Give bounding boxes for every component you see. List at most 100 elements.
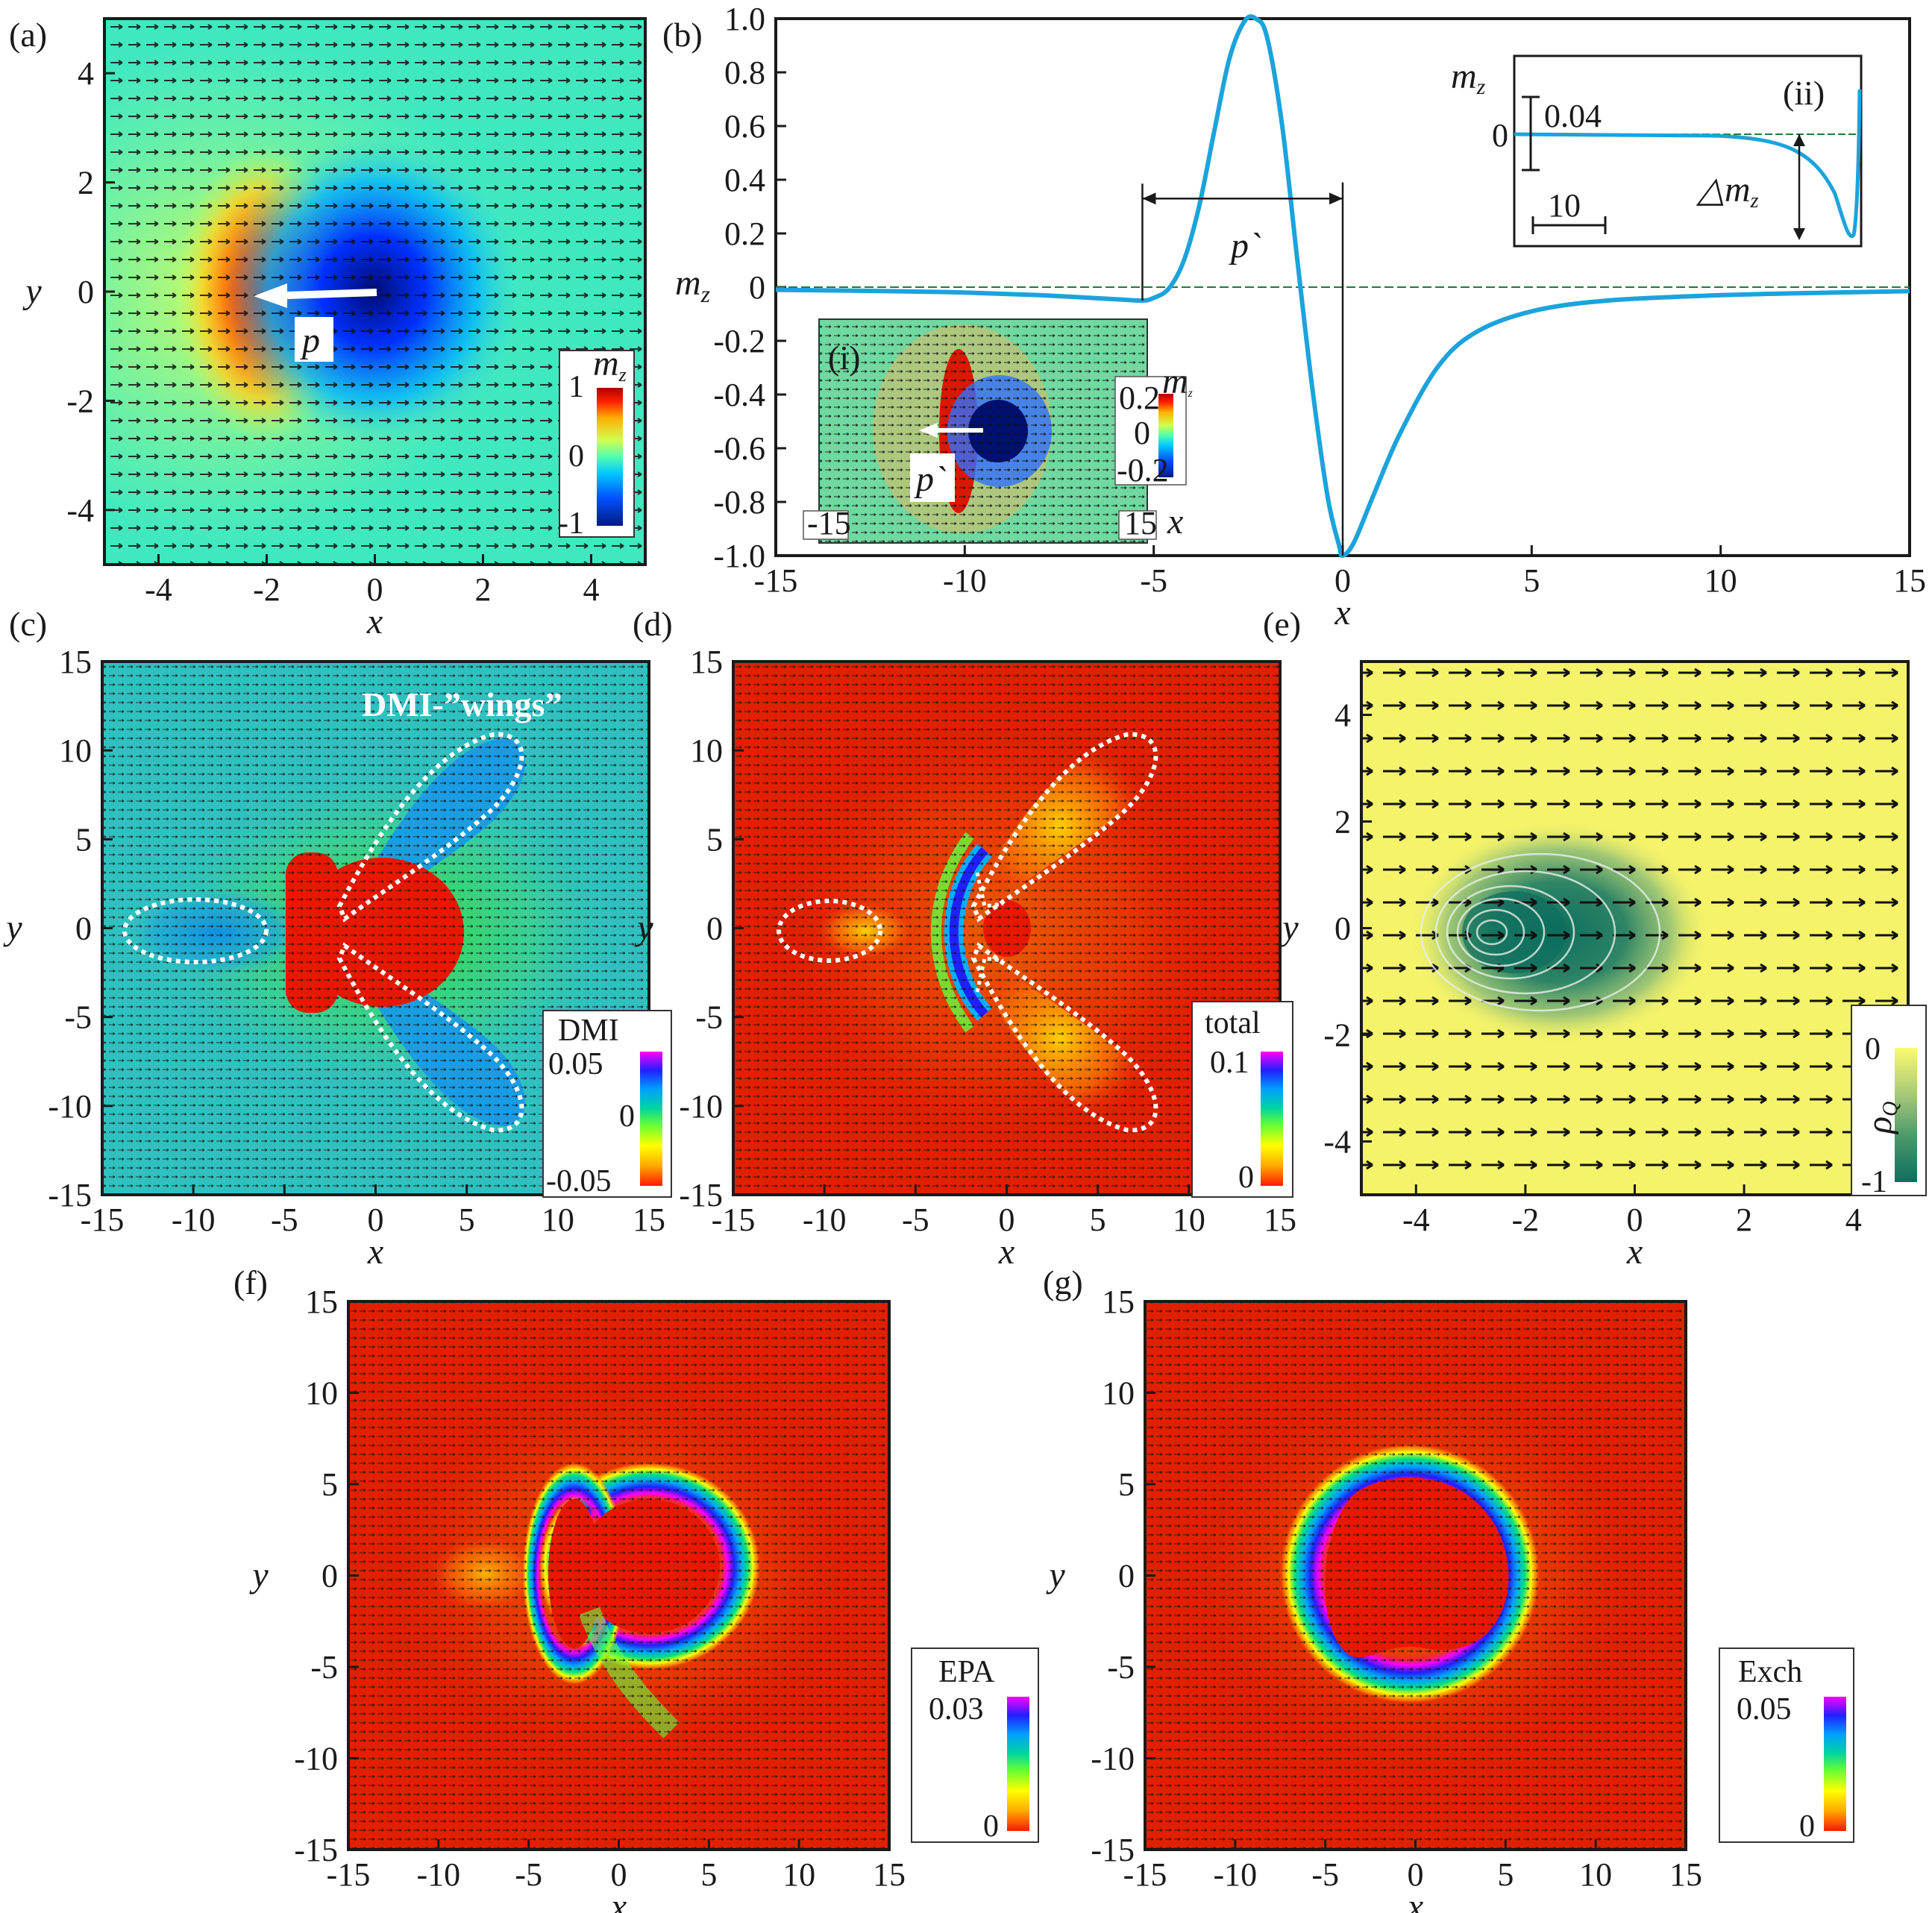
panel-b-xtick-label: 10 [1704,562,1737,599]
panel-d-xtick-label: 0 [999,1201,1015,1238]
panel-f-xtick-label: -10 [417,1856,461,1893]
panel-a-xtick-label: -4 [145,571,172,608]
panel-b-ytick-label: -0.6 [713,430,765,467]
panel-f-ytick-label: -15 [294,1832,338,1868]
panel-c-xtick-label: -5 [271,1201,298,1238]
panel-b-ytick-label: -0.2 [713,323,765,359]
panel-f-cbar [1007,1697,1029,1831]
panel-d-ytick-label: 5 [706,821,723,858]
panel-b-width-label: p` [1229,226,1261,266]
panel-c-ytick-label: 15 [59,644,92,680]
panel-b-xlabel: x [1334,593,1350,632]
inset-i-cbar-mid: 0 [1134,415,1150,451]
inset-i-xmax: 15 [1124,505,1157,541]
panel-b-width-head-left [1142,192,1156,205]
panel-g: -15 -10 -5 0 5 10 15 15 10 5 0 -5 -10 -15 x y Exch 0.05… [1045,1284,1854,1913]
panel-g-xtick-label: 5 [1497,1856,1514,1893]
inset-ii-ylabel: mz [1451,57,1486,99]
panel-b-line-mz [775,14,1910,559]
panel-a-xtick-label: 0 [367,571,383,608]
panel-f-axes: -15 -10 -5 0 5 10 15 15 10 5 0 -5 -10 -15 x y [248,1284,906,1913]
panel-b-ytick-label: 0.6 [724,108,765,145]
panel-b-xtick-label: 0 [1334,562,1351,599]
panel-b-ytick-label: 1.0 [724,1,765,37]
inset-i-xmin: -15 [807,505,851,541]
panel-c-xtick-label: 10 [542,1201,574,1238]
panel-a-cbar [597,388,623,526]
panel-c-xtick-label: -15 [81,1201,125,1238]
panel-g-ytick-label: 0 [1118,1558,1135,1595]
panel-c-ytick-label: -10 [48,1088,92,1125]
panel-g-map [1145,1301,1686,1850]
panel-d-ytick-label: -10 [679,1088,723,1125]
panel-e: -4 -2 0 2 4 4 2 0 -2 -4 x y 0 -1 ρQ [1279,660,1927,1272]
panel-b-xtick-label: -15 [754,562,798,599]
inset-i-map [819,319,1147,543]
panel-a: -4 -2 0 2 4 -4 -2 0 2 4 x y p mz 1 0 -1 [22,17,647,641]
panel-c-wings-label: DMI-”wings” [362,685,562,723]
panel-g-xtick-label: 10 [1579,1856,1612,1893]
panel-c-cbar-mid: 0 [619,1099,635,1134]
inset-ii-scale-y-label: 0.04 [1544,98,1602,134]
panel-a-axes: -4 -2 0 2 4 -4 -2 0 2 4 x y [22,55,599,641]
inset-ii-scale-x-label: 10 [1548,187,1581,224]
panel-e-ytick-label: -4 [1323,1124,1351,1160]
panel-b-inset-ii: 0.04 10 (ii) △mz mz 0 [1451,54,1863,248]
panel-g-xlabel: x [1407,1887,1423,1913]
panel-f-ytick-label: 5 [322,1466,338,1503]
inset-i-cbar [1158,394,1173,477]
panel-g-xtick-label: -10 [1214,1856,1258,1893]
panel-c-xtick-label: 15 [633,1201,665,1238]
inset-ii-zero: 0 [1492,117,1508,154]
panel-c-ytick-label: -5 [64,999,92,1036]
panel-g-xtick-label: 0 [1408,1856,1424,1893]
inset-i-cbar-box [1114,376,1187,486]
panel-e-cbar [1895,1048,1917,1182]
panel-a-p-arrow [286,289,377,299]
panel-e-xtick-label: 2 [1736,1201,1752,1238]
inset-i-cbar-title: mz [1162,362,1194,401]
panel-d-xtick-label: 15 [1264,1201,1296,1238]
panel-a-ylabel: y [22,271,42,311]
inset-ii-label: (ii) [1783,74,1825,112]
panel-e-cbar-title: ρQ [1860,1102,1902,1135]
panel-c-xtick-label: 0 [368,1201,384,1238]
panel-c-cbar [640,1052,662,1186]
panel-g-cbar-max: 0.05 [1737,1692,1792,1727]
panel-e-ytick-label: -2 [1323,1017,1351,1054]
panel-g-xtick-label: 15 [1669,1856,1702,1893]
panel-g-ytick-label: -15 [1091,1832,1135,1868]
panel-b-ytick-label: 0 [749,269,765,306]
panel-g-xtick-label: -5 [1311,1856,1339,1893]
panel-e-ylabel: y [1279,908,1299,948]
panel-f-xtick-label: -5 [515,1856,542,1893]
panel-e-ytick-label: 0 [1334,911,1351,947]
panel-d-cbar-title: total [1205,1006,1261,1040]
panel-f-cbar-max: 0.03 [929,1692,984,1727]
panel-b: -15 -10 -5 0 5 10 151.00.80.60.40.20-0.2-0.4-0… [675,1,1926,632]
panel-g-ytick-label: -5 [1107,1649,1135,1686]
inset-ii-curve [1514,89,1862,239]
panel-a-cbar-min: -1 [558,506,584,541]
panel-e-ytick-label: 2 [1334,804,1351,841]
panel-c-cbar-title: DMI [558,1014,619,1048]
panel-d-ylabel: y [633,908,653,948]
panel-c-xtick-label: 5 [459,1201,475,1238]
panel-g-cbar-title: Exch [1738,1655,1802,1689]
panel-f-map [348,1301,889,1850]
panel-a-cbar-max: 1 [568,370,584,404]
panel-a-p-box [295,317,333,362]
panel-g-ytick-label: -10 [1091,1741,1135,1777]
panel-b-xtick-label: 15 [1893,562,1926,599]
panel-g-ytick-label: 10 [1102,1375,1135,1412]
panel-e-xlabel: x [1626,1232,1643,1272]
panel-d-map [733,662,1280,1195]
panel-f-xtick-label: 0 [611,1856,627,1893]
panel-d-ytick-label: -15 [679,1177,723,1213]
panel-f-xtick-label: -15 [327,1856,371,1893]
panel-d-xtick-label: 5 [1090,1201,1106,1238]
panel-g-ylabel: y [1045,1556,1065,1595]
panel-g-xtick-label: -15 [1123,1856,1167,1893]
panel-b-ylabel: mz [675,263,711,307]
